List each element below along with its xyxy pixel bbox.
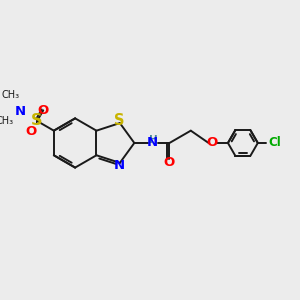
- Text: O: O: [164, 156, 175, 169]
- Text: N: N: [146, 136, 158, 149]
- Text: CH₃: CH₃: [0, 116, 14, 126]
- Text: Cl: Cl: [268, 136, 281, 149]
- Text: H: H: [149, 135, 158, 145]
- Text: S: S: [31, 113, 43, 128]
- Text: O: O: [206, 136, 218, 149]
- Text: S: S: [114, 113, 124, 128]
- Text: N: N: [15, 105, 26, 118]
- Text: O: O: [38, 104, 49, 117]
- Text: N: N: [113, 159, 124, 172]
- Text: O: O: [25, 125, 37, 138]
- Text: CH₃: CH₃: [2, 90, 20, 100]
